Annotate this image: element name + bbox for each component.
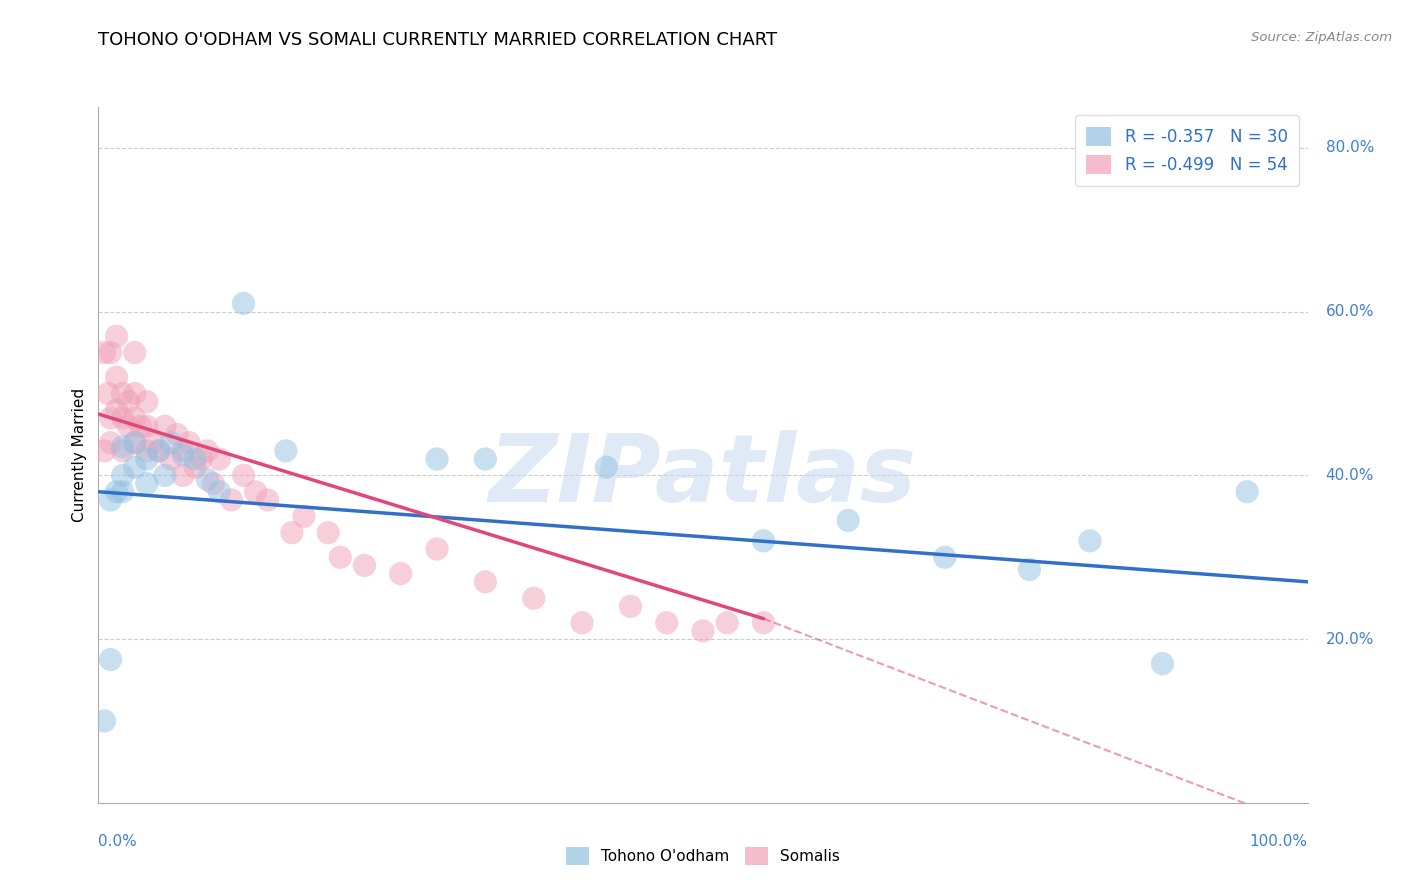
Point xyxy=(142,435,165,450)
Point xyxy=(160,435,183,450)
Point xyxy=(111,411,134,425)
Point xyxy=(105,329,128,343)
Point xyxy=(716,615,738,630)
Point xyxy=(474,574,496,589)
Point xyxy=(190,452,212,467)
Point xyxy=(148,443,170,458)
Point xyxy=(389,566,412,581)
Point xyxy=(93,443,115,458)
Point xyxy=(111,386,134,401)
Point xyxy=(329,550,352,565)
Point xyxy=(195,473,218,487)
Point xyxy=(111,443,134,458)
Point xyxy=(118,419,141,434)
Point xyxy=(153,468,176,483)
Point xyxy=(135,443,157,458)
Point xyxy=(256,492,278,507)
Point xyxy=(195,443,218,458)
Point xyxy=(184,452,207,467)
Point xyxy=(129,419,152,434)
Point xyxy=(100,435,122,450)
Point xyxy=(316,525,339,540)
Point xyxy=(1236,484,1258,499)
Point xyxy=(153,419,176,434)
Point xyxy=(208,484,231,499)
Point xyxy=(93,714,115,728)
Point xyxy=(692,624,714,638)
Point xyxy=(135,452,157,467)
Text: 80.0%: 80.0% xyxy=(1326,140,1374,155)
Point xyxy=(221,492,243,507)
Text: ZIPatlas: ZIPatlas xyxy=(489,430,917,522)
Point xyxy=(105,403,128,417)
Point xyxy=(111,468,134,483)
Point xyxy=(619,599,641,614)
Point xyxy=(100,411,122,425)
Point xyxy=(148,443,170,458)
Point xyxy=(105,484,128,499)
Point xyxy=(208,452,231,467)
Legend: R = -0.357   N = 30, R = -0.499   N = 54: R = -0.357 N = 30, R = -0.499 N = 54 xyxy=(1074,115,1299,186)
Point xyxy=(111,440,134,454)
Point xyxy=(124,435,146,450)
Legend: Tohono O'odham, Somalis: Tohono O'odham, Somalis xyxy=(560,841,846,871)
Point xyxy=(1078,533,1101,548)
Point xyxy=(474,452,496,467)
Point xyxy=(135,394,157,409)
Point xyxy=(93,345,115,359)
Point xyxy=(100,652,122,666)
Point xyxy=(274,443,297,458)
Point xyxy=(124,411,146,425)
Point xyxy=(655,615,678,630)
Point xyxy=(135,419,157,434)
Point xyxy=(100,345,122,359)
Text: Source: ZipAtlas.com: Source: ZipAtlas.com xyxy=(1251,31,1392,45)
Point xyxy=(232,468,254,483)
Point xyxy=(118,394,141,409)
Point xyxy=(124,345,146,359)
Text: 0.0%: 0.0% xyxy=(98,834,138,849)
Point xyxy=(752,615,775,630)
Point xyxy=(124,386,146,401)
Text: 40.0%: 40.0% xyxy=(1326,468,1374,483)
Point xyxy=(595,460,617,475)
Point xyxy=(172,443,194,458)
Point xyxy=(1152,657,1174,671)
Text: 60.0%: 60.0% xyxy=(1326,304,1374,319)
Point xyxy=(172,448,194,462)
Point xyxy=(105,370,128,384)
Point xyxy=(97,386,120,401)
Point xyxy=(166,427,188,442)
Point xyxy=(124,460,146,475)
Point xyxy=(523,591,546,606)
Point xyxy=(202,476,225,491)
Point xyxy=(426,452,449,467)
Point xyxy=(100,492,122,507)
Point xyxy=(135,476,157,491)
Point xyxy=(177,435,201,450)
Point xyxy=(752,533,775,548)
Point xyxy=(571,615,593,630)
Point xyxy=(353,558,375,573)
Point xyxy=(292,509,315,524)
Y-axis label: Currently Married: Currently Married xyxy=(72,388,87,522)
Point xyxy=(837,513,859,527)
Point xyxy=(426,542,449,557)
Text: 20.0%: 20.0% xyxy=(1326,632,1374,647)
Text: TOHONO O'ODHAM VS SOMALI CURRENTLY MARRIED CORRELATION CHART: TOHONO O'ODHAM VS SOMALI CURRENTLY MARRI… xyxy=(98,31,778,49)
Point xyxy=(281,525,304,540)
Point xyxy=(232,296,254,310)
Point xyxy=(111,484,134,499)
Point xyxy=(1018,562,1040,576)
Text: 100.0%: 100.0% xyxy=(1250,834,1308,849)
Point xyxy=(245,484,267,499)
Point xyxy=(934,550,956,565)
Point xyxy=(172,468,194,483)
Point xyxy=(124,435,146,450)
Point xyxy=(184,460,207,475)
Point xyxy=(160,452,183,467)
